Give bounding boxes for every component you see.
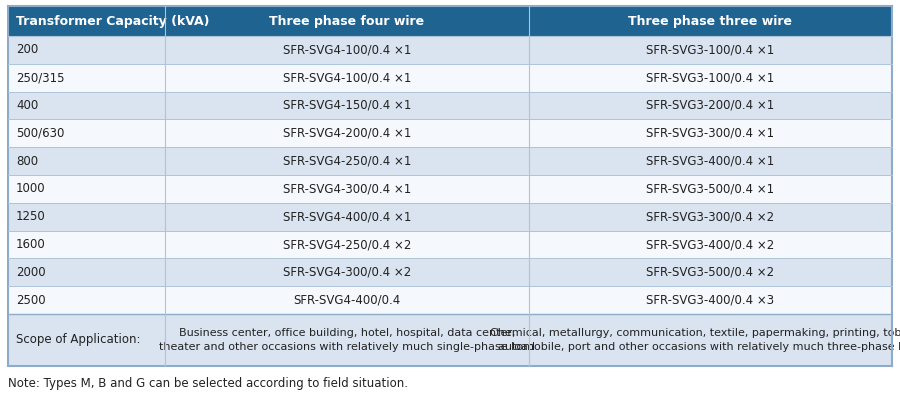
Bar — [528, 64, 892, 92]
Text: 200: 200 — [16, 44, 38, 57]
Bar — [166, 147, 528, 175]
Bar — [166, 6, 528, 36]
Bar — [528, 36, 892, 64]
Text: SFR-SVG4-400/0.4 ×1: SFR-SVG4-400/0.4 ×1 — [283, 210, 411, 223]
Bar — [8, 203, 166, 231]
Bar — [528, 6, 892, 36]
Text: Three phase three wire: Three phase three wire — [628, 15, 792, 28]
Text: SFR-SVG3-100/0.4 ×1: SFR-SVG3-100/0.4 ×1 — [646, 44, 775, 57]
Bar — [166, 119, 528, 147]
Bar — [8, 92, 166, 119]
Text: Three phase four wire: Three phase four wire — [269, 15, 425, 28]
Bar — [166, 36, 528, 64]
Text: SFR-SVG4-200/0.4 ×1: SFR-SVG4-200/0.4 ×1 — [283, 127, 411, 140]
Text: SFR-SVG3-300/0.4 ×2: SFR-SVG3-300/0.4 ×2 — [646, 210, 774, 223]
Bar — [8, 231, 166, 258]
Bar — [166, 92, 528, 119]
Bar — [528, 203, 892, 231]
Bar — [8, 36, 166, 64]
Text: Chemical, metallurgy, communication, textile, papermaking, printing, tobacco,
au: Chemical, metallurgy, communication, tex… — [490, 328, 900, 352]
Text: 800: 800 — [16, 155, 38, 168]
Text: SFR-SVG3-400/0.4 ×2: SFR-SVG3-400/0.4 ×2 — [646, 238, 775, 251]
Bar — [528, 119, 892, 147]
Text: 2500: 2500 — [16, 293, 46, 306]
Text: SFR-SVG3-400/0.4 ×3: SFR-SVG3-400/0.4 ×3 — [646, 293, 774, 306]
Text: SFR-SVG4-300/0.4 ×2: SFR-SVG4-300/0.4 ×2 — [283, 266, 411, 279]
Bar — [528, 92, 892, 119]
Bar — [8, 314, 166, 366]
Bar — [528, 175, 892, 203]
Bar — [166, 203, 528, 231]
Bar — [8, 258, 166, 286]
Text: 2000: 2000 — [16, 266, 46, 279]
Text: 1250: 1250 — [16, 210, 46, 223]
Text: Transformer Capacity (kVA): Transformer Capacity (kVA) — [16, 15, 210, 28]
Text: SFR-SVG4-250/0.4 ×2: SFR-SVG4-250/0.4 ×2 — [283, 238, 411, 251]
Text: SFR-SVG3-400/0.4 ×1: SFR-SVG3-400/0.4 ×1 — [646, 155, 775, 168]
Text: SFR-SVG4-100/0.4 ×1: SFR-SVG4-100/0.4 ×1 — [283, 71, 411, 84]
Bar — [166, 64, 528, 92]
Bar — [166, 258, 528, 286]
Bar — [528, 147, 892, 175]
Bar — [8, 286, 166, 314]
Text: SFR-SVG4-100/0.4 ×1: SFR-SVG4-100/0.4 ×1 — [283, 44, 411, 57]
Bar — [528, 314, 892, 366]
Bar — [166, 175, 528, 203]
Text: Business center, office building, hotel, hospital, data center,
theater and othe: Business center, office building, hotel,… — [159, 328, 535, 352]
Bar — [528, 286, 892, 314]
Bar — [8, 6, 166, 36]
Text: SFR-SVG3-300/0.4 ×1: SFR-SVG3-300/0.4 ×1 — [646, 127, 774, 140]
Text: Note: Types M, B and G can be selected according to field situation.: Note: Types M, B and G can be selected a… — [8, 377, 408, 390]
Text: 250/315: 250/315 — [16, 71, 65, 84]
Text: SFR-SVG3-200/0.4 ×1: SFR-SVG3-200/0.4 ×1 — [646, 99, 775, 112]
Text: 1000: 1000 — [16, 182, 46, 195]
Bar — [8, 119, 166, 147]
Bar — [166, 314, 528, 366]
Text: SFR-SVG3-500/0.4 ×2: SFR-SVG3-500/0.4 ×2 — [646, 266, 774, 279]
Bar — [8, 147, 166, 175]
Text: Scope of Application:: Scope of Application: — [16, 333, 140, 346]
Text: SFR-SVG3-100/0.4 ×1: SFR-SVG3-100/0.4 ×1 — [646, 71, 775, 84]
Text: 400: 400 — [16, 99, 38, 112]
Bar — [166, 231, 528, 258]
Bar — [528, 258, 892, 286]
Text: SFR-SVG3-500/0.4 ×1: SFR-SVG3-500/0.4 ×1 — [646, 182, 774, 195]
Bar — [8, 64, 166, 92]
Bar — [8, 175, 166, 203]
Text: 1600: 1600 — [16, 238, 46, 251]
Text: SFR-SVG4-400/0.4: SFR-SVG4-400/0.4 — [293, 293, 400, 306]
Bar — [166, 286, 528, 314]
Text: SFR-SVG4-250/0.4 ×1: SFR-SVG4-250/0.4 ×1 — [283, 155, 411, 168]
Bar — [528, 231, 892, 258]
Text: SFR-SVG4-300/0.4 ×1: SFR-SVG4-300/0.4 ×1 — [283, 182, 411, 195]
Text: SFR-SVG4-150/0.4 ×1: SFR-SVG4-150/0.4 ×1 — [283, 99, 411, 112]
Text: 500/630: 500/630 — [16, 127, 65, 140]
